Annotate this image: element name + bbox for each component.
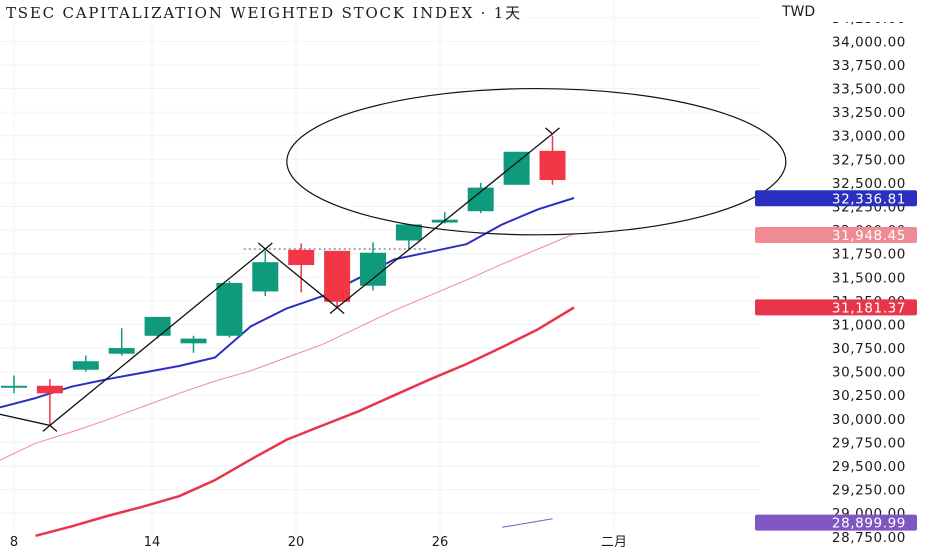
candle	[503, 151, 530, 185]
y-tick-label: 29,750.00	[832, 435, 906, 451]
price-label: 32,336.81	[755, 190, 917, 207]
y-tick-label: 29,250.00	[832, 483, 906, 499]
candle	[539, 135, 566, 185]
candlesticks	[1, 135, 566, 426]
price-labels: 32,336.81 31,948.45 31,181.37 28,899.99	[755, 190, 917, 532]
candle-body	[144, 316, 171, 336]
candle-body	[467, 187, 494, 212]
moving-average-lines	[0, 197, 575, 538]
y-tick-label: 30,000.00	[832, 412, 906, 428]
price-axis[interactable]: 28,750.0029,000.0029,250.0029,500.0029,7…	[832, 11, 906, 546]
zigzag-arrowhead	[329, 306, 345, 314]
price-label-text: 32,336.81	[832, 191, 906, 207]
price-label-text: 28,899.99	[832, 516, 906, 532]
ma-line	[0, 197, 575, 409]
candle	[395, 224, 422, 249]
price-label-text: 31,948.45	[832, 228, 906, 244]
candle	[1, 375, 27, 394]
candle	[144, 316, 171, 339]
candle-body	[539, 150, 566, 181]
candle-body	[36, 385, 63, 394]
price-label: 31,948.45	[755, 226, 917, 244]
candle-body	[360, 252, 386, 286]
currency-label[interactable]: TWD	[768, 2, 910, 22]
chart-title: TSEC CAPITALIZATION WEIGHTED STOCK INDEX…	[6, 2, 526, 22]
y-tick-label: 30,250.00	[832, 388, 906, 404]
candle	[36, 379, 63, 426]
ma-line	[35, 306, 575, 538]
price-label-text: 31,181.37	[832, 300, 906, 316]
candle-body	[180, 338, 207, 344]
y-tick-label: 33,250.00	[832, 105, 906, 121]
zigzag-arrowhead	[42, 424, 58, 432]
candle-body	[503, 151, 530, 185]
candle	[72, 355, 99, 372]
zigzag-arrowhead	[545, 127, 560, 135]
candle	[288, 243, 315, 293]
ma-line	[0, 233, 575, 461]
candle-body	[252, 262, 279, 292]
y-tick-label: 32,750.00	[832, 152, 906, 168]
drawings	[0, 87, 787, 432]
x-tick-label: 14	[144, 535, 161, 550]
grid-lines	[0, 0, 760, 535]
candle-body	[72, 361, 99, 370]
candle	[108, 328, 135, 356]
x-tick-label: 26	[432, 535, 449, 550]
candle-body	[324, 250, 351, 302]
y-tick-label: 30,750.00	[832, 341, 906, 357]
y-tick-label: 33,000.00	[832, 129, 906, 145]
y-tick-label: 30,500.00	[832, 365, 906, 381]
y-tick-label: 28,750.00	[832, 530, 906, 546]
price-label: 31,181.37	[755, 299, 917, 316]
y-tick-label: 33,500.00	[832, 82, 906, 98]
price-label-bg	[755, 299, 917, 316]
candle-body	[395, 224, 422, 241]
y-tick-label: 33,750.00	[832, 58, 906, 74]
candle	[360, 242, 386, 291]
candle-body	[1, 385, 27, 388]
x-tick-label: 二月	[601, 535, 627, 550]
candle	[467, 182, 494, 214]
zigzag-arrowhead	[257, 242, 273, 250]
time-axis[interactable]: 8 14 20 26 二月	[10, 535, 627, 550]
price-label: 28,899.99	[755, 514, 917, 532]
y-tick-label: 31,750.00	[832, 247, 906, 263]
candle-body	[288, 249, 315, 266]
price-label-bg	[755, 190, 917, 207]
candle	[324, 250, 351, 308]
candle	[216, 281, 243, 338]
x-tick-label: 20	[288, 535, 305, 550]
candle	[252, 250, 279, 297]
y-tick-label: 31,500.00	[832, 270, 906, 286]
y-tick-label: 34,000.00	[832, 34, 906, 50]
price-label-bg	[755, 226, 917, 243]
ma-line	[502, 518, 553, 528]
candle	[180, 335, 207, 353]
candle-body	[108, 348, 135, 354]
y-tick-label: 31,000.00	[832, 317, 906, 333]
y-tick-label: 29,500.00	[832, 459, 906, 475]
x-tick-label: 8	[10, 535, 18, 550]
ellipse-drawing	[286, 87, 787, 236]
y-tick-label: 32,500.00	[832, 176, 906, 192]
candle-body	[216, 282, 243, 336]
price-label-bg	[755, 514, 917, 531]
